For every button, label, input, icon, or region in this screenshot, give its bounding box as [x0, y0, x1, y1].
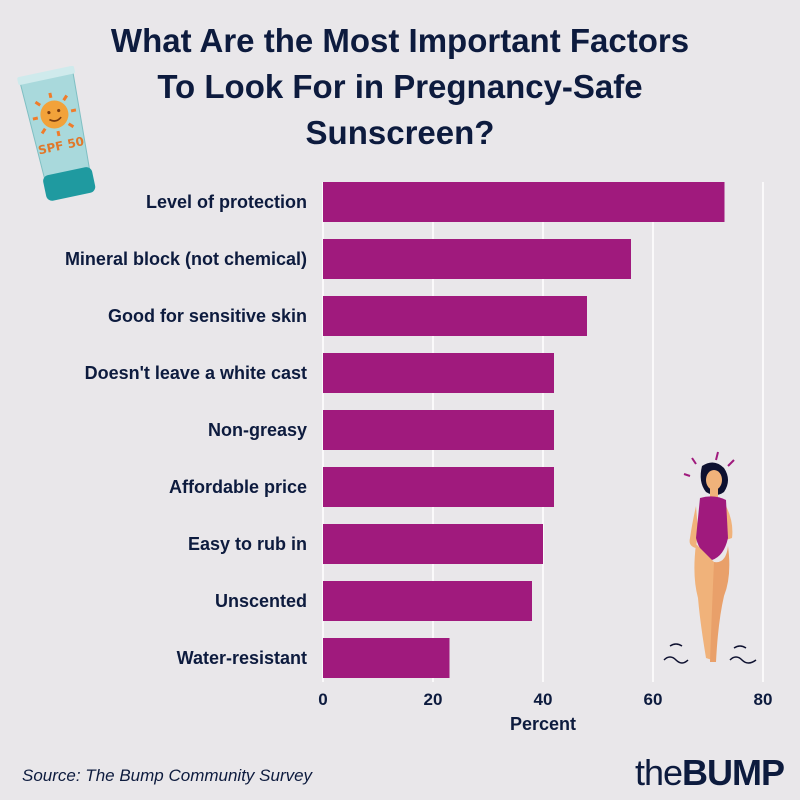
bar-3: [323, 353, 554, 393]
category-label-5: Affordable price: [169, 477, 307, 497]
bar-6: [323, 524, 543, 564]
category-labels: Level of protection Mineral block (not ch…: [65, 192, 307, 668]
bar-4: [323, 410, 554, 450]
category-label-3: Doesn't leave a white cast: [85, 363, 307, 383]
the-bump-logo: theBUMP: [634, 752, 785, 794]
category-label-0: Level of protection: [146, 192, 307, 212]
x-tick-labels: 0 20 40 60 80: [318, 690, 772, 709]
x-tick-40: 40: [534, 690, 553, 709]
category-label-1: Mineral block (not chemical): [65, 249, 307, 269]
bar-7: [323, 581, 532, 621]
x-axis-label: Percent: [510, 714, 576, 734]
category-label-4: Non-greasy: [208, 420, 307, 440]
sunscreen-tube-icon: SPF 50: [17, 66, 96, 201]
title-line-2: To Look For in Pregnancy-Safe: [157, 68, 643, 105]
bar-8: [323, 638, 450, 678]
title-line-3: Sunscreen?: [305, 114, 495, 151]
bar-1: [323, 239, 631, 279]
x-tick-20: 20: [424, 690, 443, 709]
chart-title: What Are the Most Important Factors To L…: [60, 18, 740, 156]
bars: [323, 182, 725, 678]
bar-2: [323, 296, 587, 336]
title-line-1: What Are the Most Important Factors: [110, 22, 690, 59]
logo-bump: BUMP: [682, 752, 785, 793]
category-label-7: Unscented: [215, 591, 307, 611]
x-tick-80: 80: [754, 690, 773, 709]
logo-the: the: [634, 752, 683, 793]
x-tick-60: 60: [644, 690, 663, 709]
category-label-6: Easy to rub in: [188, 534, 307, 554]
category-label-8: Water-resistant: [177, 648, 307, 668]
bar-0: [323, 182, 725, 222]
x-tick-0: 0: [318, 690, 327, 709]
source-note: Source: The Bump Community Survey: [22, 766, 313, 785]
bar-5: [323, 467, 554, 507]
woman-swimsuit-illustration: [663, 451, 757, 664]
category-label-2: Good for sensitive skin: [108, 306, 307, 326]
